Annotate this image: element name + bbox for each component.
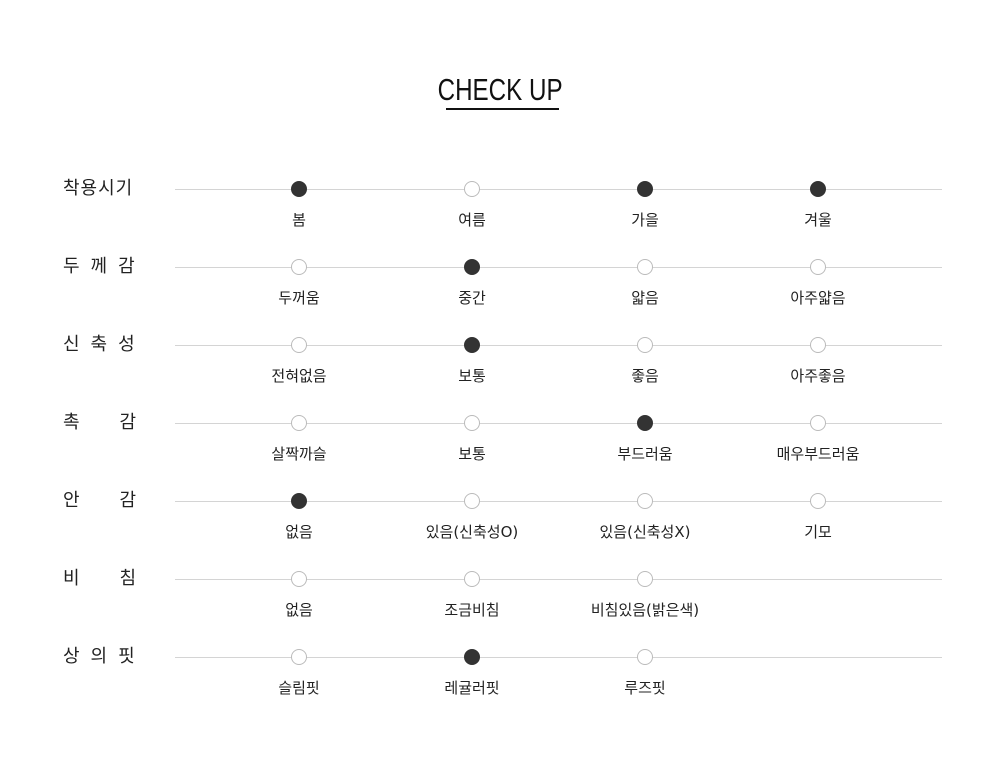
option-label: 아주얇음	[790, 289, 846, 307]
option-label: 보통	[458, 367, 486, 385]
selected-dot-icon	[810, 181, 826, 197]
unselected-dot-icon	[291, 337, 307, 353]
row-line	[175, 657, 942, 658]
option-label: 보통	[458, 445, 486, 463]
option-label: 있음(신축성X)	[599, 523, 691, 541]
option-label: 겨울	[804, 211, 832, 229]
unselected-dot-icon	[810, 337, 826, 353]
row-line	[175, 501, 942, 502]
option-label: 매우부드러움	[776, 445, 860, 463]
selected-dot-icon	[291, 181, 307, 197]
unselected-dot-icon	[464, 415, 480, 431]
row-line	[175, 579, 942, 580]
option-label: 두꺼움	[278, 289, 320, 307]
row-label: 신축성	[63, 334, 146, 355]
option-label: 중간	[458, 289, 486, 307]
unselected-dot-icon	[291, 649, 307, 665]
option-label: 조금비침	[444, 601, 500, 619]
row-line	[175, 267, 942, 268]
selected-dot-icon	[637, 415, 653, 431]
row-line	[175, 189, 942, 190]
unselected-dot-icon	[810, 259, 826, 275]
option-label: 아주좋음	[790, 367, 846, 385]
selected-dot-icon	[464, 337, 480, 353]
row-line	[175, 345, 942, 346]
title-underline	[446, 108, 559, 110]
row-label: 안감	[63, 490, 177, 511]
title-text: CHECK UP	[437, 72, 563, 107]
row-label: 비침	[63, 568, 177, 589]
unselected-dot-icon	[637, 337, 653, 353]
unselected-dot-icon	[810, 415, 826, 431]
unselected-dot-icon	[291, 415, 307, 431]
option-label: 비침있음(밝은색)	[590, 601, 700, 619]
unselected-dot-icon	[291, 259, 307, 275]
selected-dot-icon	[464, 649, 480, 665]
option-label: 있음(신축성O)	[425, 523, 519, 541]
unselected-dot-icon	[464, 571, 480, 587]
selected-dot-icon	[464, 259, 480, 275]
option-label: 부드러움	[617, 445, 673, 463]
option-label: 기모	[804, 523, 832, 541]
row-label: 촉감	[63, 412, 177, 433]
option-label: 슬림핏	[278, 679, 320, 697]
unselected-dot-icon	[291, 571, 307, 587]
option-label: 여름	[458, 211, 486, 229]
unselected-dot-icon	[637, 571, 653, 587]
row-label: 착용시기	[63, 178, 134, 199]
option-label: 얇음	[631, 289, 659, 307]
unselected-dot-icon	[464, 493, 480, 509]
section-title: CHECK UP	[0, 72, 1000, 108]
unselected-dot-icon	[464, 181, 480, 197]
unselected-dot-icon	[637, 649, 653, 665]
option-label: 좋음	[631, 367, 659, 385]
unselected-dot-icon	[810, 493, 826, 509]
option-label: 루즈핏	[624, 679, 666, 697]
selected-dot-icon	[637, 181, 653, 197]
selected-dot-icon	[291, 493, 307, 509]
option-label: 살짝까슬	[271, 445, 327, 463]
option-label: 없음	[285, 523, 313, 541]
option-label: 가을	[631, 211, 659, 229]
row-line	[175, 423, 942, 424]
option-label: 전혀없음	[271, 367, 327, 385]
unselected-dot-icon	[637, 493, 653, 509]
unselected-dot-icon	[637, 259, 653, 275]
row-label: 상의핏	[63, 646, 146, 667]
option-label: 없음	[285, 601, 313, 619]
row-label: 두께감	[63, 256, 146, 277]
option-label: 봄	[292, 211, 306, 229]
option-label: 레귤러핏	[444, 679, 500, 697]
